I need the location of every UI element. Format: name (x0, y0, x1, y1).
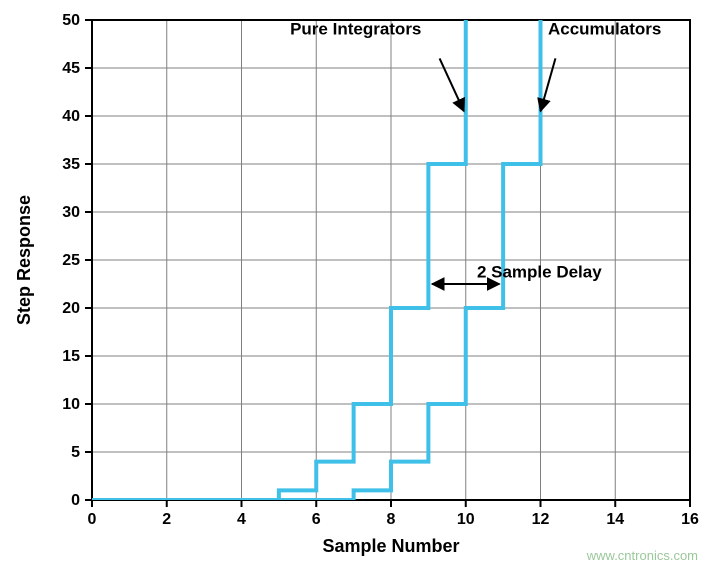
chart-svg: 0 2 4 6 8 10 12 14 16 0 5 10 15 20 25 30 35 40 45 50 Sample … (0, 0, 716, 569)
svg-text:20: 20 (62, 300, 80, 317)
svg-text:25: 25 (62, 252, 80, 269)
svg-text:Accumulators: Accumulators (548, 19, 661, 38)
svg-text:Sample Number: Sample Number (322, 536, 459, 556)
svg-text:16: 16 (681, 511, 699, 528)
svg-text:Pure Integrators: Pure Integrators (290, 19, 421, 38)
svg-text:Step Response: Step Response (14, 195, 34, 325)
svg-text:35: 35 (62, 156, 80, 173)
svg-text:10: 10 (62, 396, 80, 413)
svg-text:40: 40 (62, 108, 80, 125)
svg-text:0: 0 (88, 511, 97, 528)
svg-text:15: 15 (62, 348, 80, 365)
svg-text:45: 45 (62, 60, 80, 77)
svg-text:5: 5 (71, 444, 80, 461)
svg-text:8: 8 (387, 511, 396, 528)
svg-text:2: 2 (162, 511, 171, 528)
svg-text:10: 10 (457, 511, 475, 528)
svg-text:2 Sample Delay: 2 Sample Delay (477, 262, 602, 281)
svg-text:0: 0 (71, 492, 80, 509)
svg-text:14: 14 (606, 511, 624, 528)
svg-text:50: 50 (62, 12, 80, 29)
svg-text:6: 6 (312, 511, 321, 528)
svg-text:12: 12 (532, 511, 550, 528)
svg-text:4: 4 (237, 511, 246, 528)
step-response-chart: 0 2 4 6 8 10 12 14 16 0 5 10 15 20 25 30 35 40 45 50 Sample … (0, 0, 716, 569)
svg-text:30: 30 (62, 204, 80, 221)
